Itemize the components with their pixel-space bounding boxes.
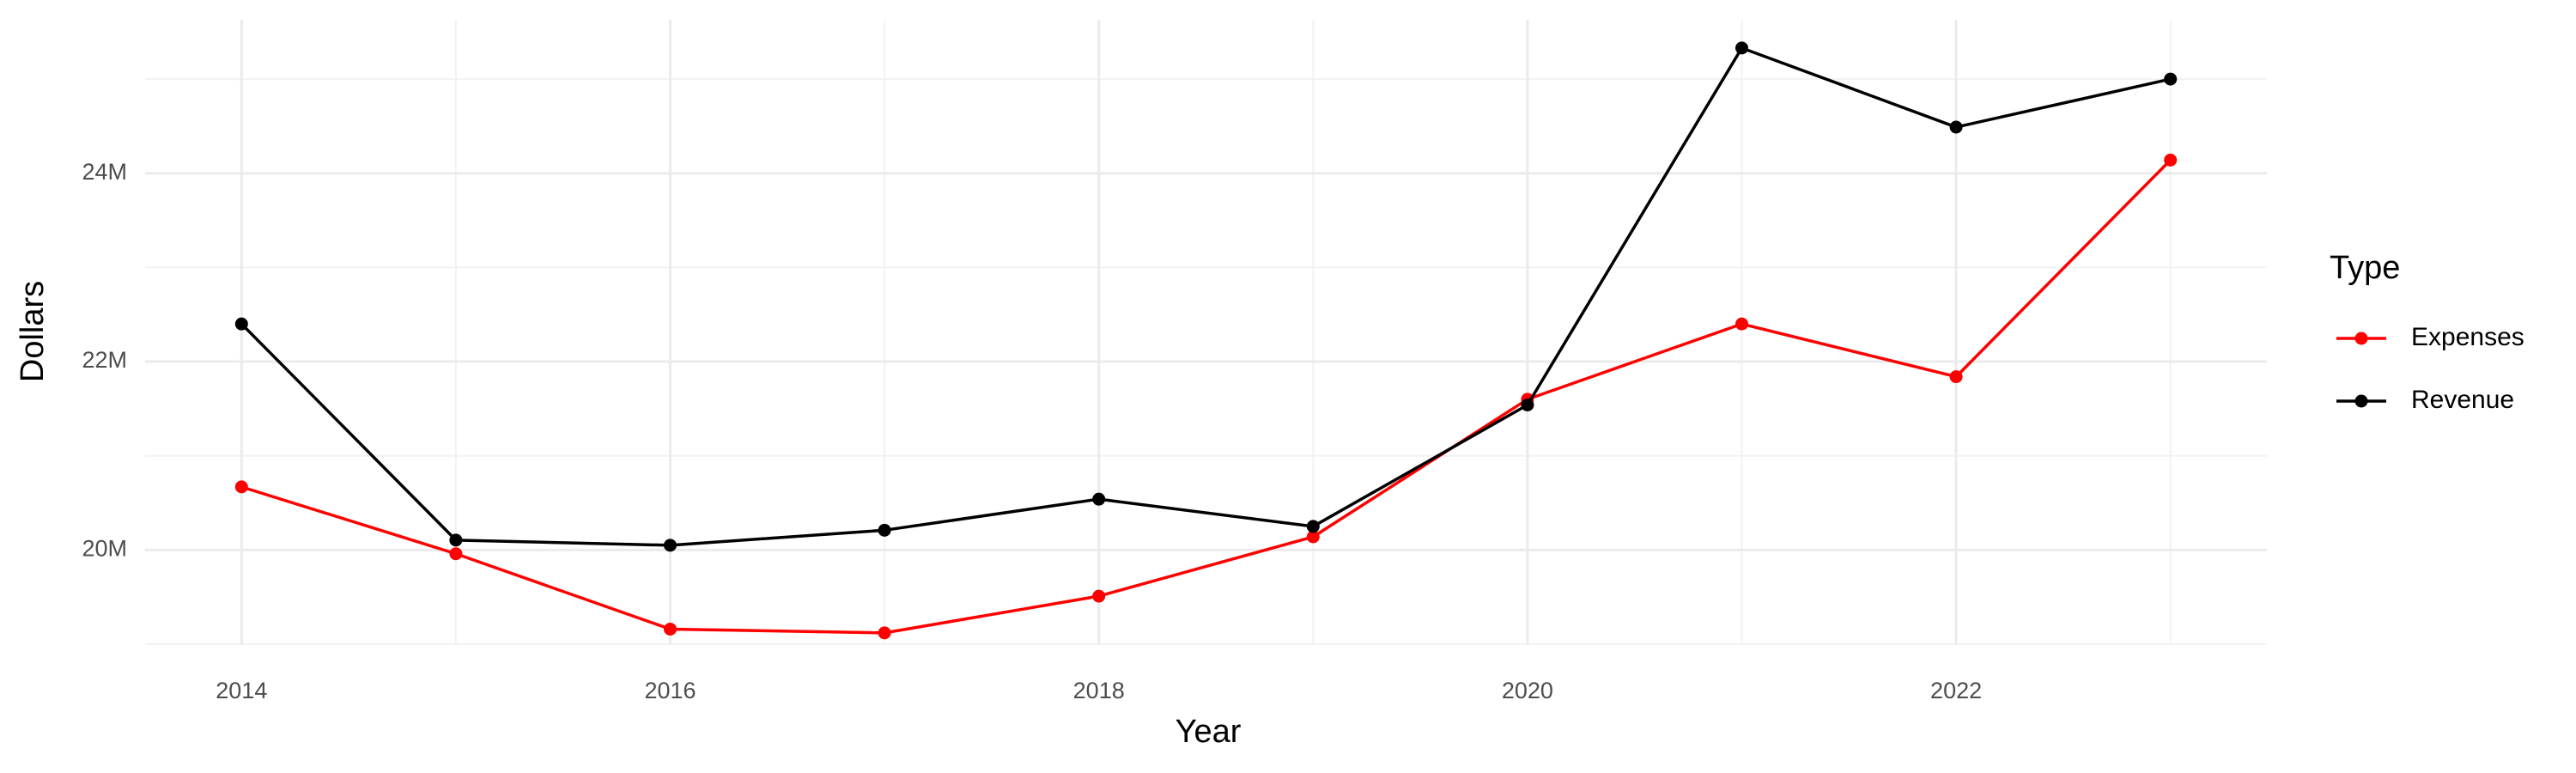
data-point — [1306, 520, 1320, 533]
x-axis-title: Year — [1176, 714, 1242, 750]
data-point — [234, 480, 248, 494]
data-point — [664, 539, 677, 552]
legend-label: Revenue — [2411, 386, 2514, 414]
legend-point — [2354, 394, 2368, 408]
series-line — [240, 46, 2172, 547]
data-point — [449, 547, 463, 561]
data-point — [1949, 120, 1963, 134]
series-line — [240, 159, 2172, 635]
data-point — [1092, 589, 1106, 603]
legend-point — [2354, 332, 2368, 345]
data-point — [1092, 492, 1106, 506]
y-tick-label: 24M — [82, 159, 127, 185]
data-point — [1735, 41, 1748, 55]
data-point — [234, 317, 248, 331]
data-point — [878, 523, 891, 537]
y-tick-label: 22M — [82, 347, 127, 373]
x-tick-label: 2014 — [216, 678, 267, 703]
data-point — [1949, 370, 1963, 384]
y-tick-label: 20M — [82, 535, 127, 561]
data-point — [664, 622, 677, 636]
legend-title: Type — [2330, 250, 2400, 286]
data-point — [1735, 317, 1748, 331]
x-tick-label: 2016 — [644, 678, 696, 703]
data-point — [449, 533, 463, 547]
x-tick-label: 2022 — [1930, 678, 1982, 703]
data-point — [2164, 72, 2178, 86]
data-point — [2164, 153, 2178, 167]
data-point — [878, 626, 891, 640]
data-point — [1521, 398, 1534, 411]
legend-label: Expenses — [2411, 323, 2524, 351]
x-tick-label: 2020 — [1502, 678, 1553, 703]
x-tick-label: 2018 — [1073, 678, 1125, 703]
y-axis-title: Dollars — [15, 281, 51, 382]
data-point — [1306, 530, 1320, 544]
